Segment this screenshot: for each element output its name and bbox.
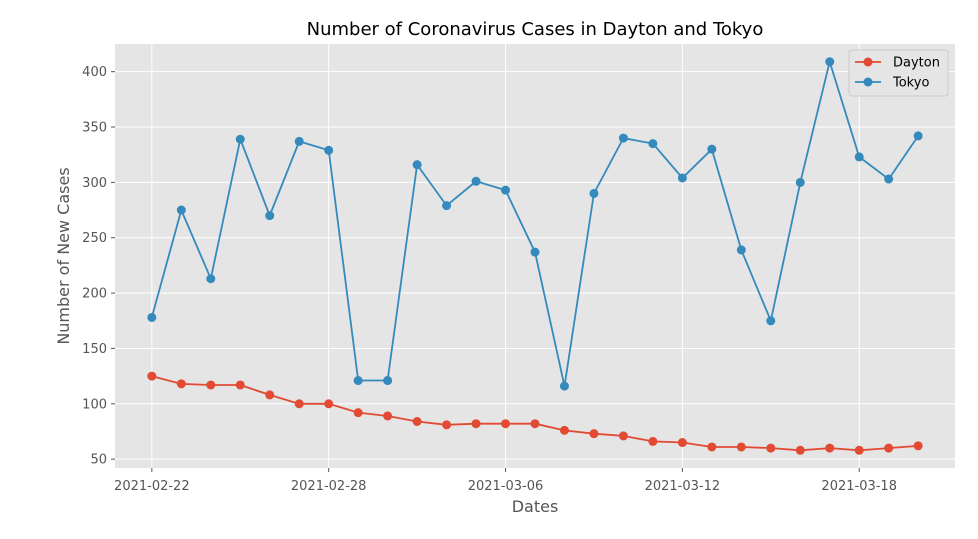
series-tokyo [147,57,923,391]
data-point-tokyo [353,376,363,386]
data-point-dayton [147,371,157,381]
data-point-tokyo [854,152,864,162]
data-point-tokyo [559,381,569,391]
data-point-dayton [795,445,805,455]
data-point-dayton [648,436,658,446]
data-point-tokyo [707,144,717,154]
series-group [147,57,923,455]
data-point-tokyo [530,247,540,257]
data-point-tokyo [147,312,157,322]
y-axis-ticks: 50 100 150 200 250 300 350 400 [82,65,115,468]
y-tick-label: 50 [90,453,107,468]
y-tick-label: 150 [82,342,107,357]
legend-label: Dayton [893,56,940,71]
x-axis-ticks: 2021-02-22 2021-02-28 2021-03-06 2021-03-12… [114,468,897,494]
data-point-dayton [383,411,393,421]
data-point-dayton [736,442,746,452]
data-point-tokyo [913,131,923,141]
data-point-tokyo [884,174,894,184]
data-point-dayton [294,399,304,409]
data-point-tokyo [442,201,452,211]
data-point-tokyo [618,133,628,143]
data-point-dayton [559,425,569,435]
data-point-tokyo [825,57,835,67]
data-point-dayton [530,419,540,429]
data-point-tokyo [589,188,599,198]
data-point-tokyo [324,145,334,155]
data-point-tokyo [766,316,776,326]
data-point-dayton [442,420,452,430]
y-tick-label: 250 [82,231,107,246]
data-point-dayton [618,431,628,441]
data-point-tokyo [176,205,186,215]
data-point-tokyo [736,245,746,255]
legend-label: Tokyo [892,76,929,91]
data-point-tokyo [383,376,393,386]
x-tick-label: 2021-03-12 [645,479,721,494]
data-point-dayton [324,399,334,409]
data-point-dayton [884,443,894,453]
x-tick-label: 2021-02-28 [291,479,367,494]
data-point-dayton [766,443,776,453]
data-point-dayton [825,443,835,453]
y-tick-label: 100 [82,397,107,412]
y-tick-label: 300 [82,176,107,191]
data-point-tokyo [648,139,658,149]
data-point-dayton [235,380,245,390]
series-dayton [147,371,923,455]
x-tick-label: 2021-02-22 [114,479,190,494]
data-point-tokyo [235,134,245,144]
data-point-dayton [854,445,864,455]
data-point-dayton [677,438,687,448]
data-point-tokyo [677,173,687,183]
x-tick-label: 2021-03-18 [821,479,897,494]
data-point-dayton [501,419,511,429]
legend-entry: Tokyo [855,76,929,91]
data-point-dayton [176,379,186,389]
legend: Dayton Tokyo [848,49,949,97]
data-point-dayton [471,419,481,429]
y-tick-label: 400 [82,65,107,80]
data-point-dayton [206,380,216,390]
y-tick-label: 200 [82,287,107,302]
data-point-dayton [913,441,923,451]
chart-title: Number of Coronavirus Cases in Dayton an… [307,19,764,40]
legend-marker [863,77,873,87]
data-point-tokyo [795,177,805,187]
x-tick-label: 2021-03-06 [468,479,544,494]
data-point-dayton [353,408,363,418]
data-point-tokyo [294,136,304,146]
legend-entry: Dayton [855,56,940,71]
data-point-tokyo [206,274,216,284]
data-point-dayton [412,417,422,427]
data-point-dayton [707,442,717,452]
y-tick-label: 350 [82,121,107,136]
y-axis-label: Number of New Cases [54,167,73,344]
data-point-tokyo [501,185,511,195]
x-axis-label: Dates [512,497,559,516]
legend-marker [863,57,873,67]
data-point-dayton [265,390,275,400]
data-point-dayton [589,429,599,439]
data-point-tokyo [471,176,481,186]
data-point-tokyo [412,160,422,170]
grid [115,44,955,468]
data-point-tokyo [265,211,275,221]
